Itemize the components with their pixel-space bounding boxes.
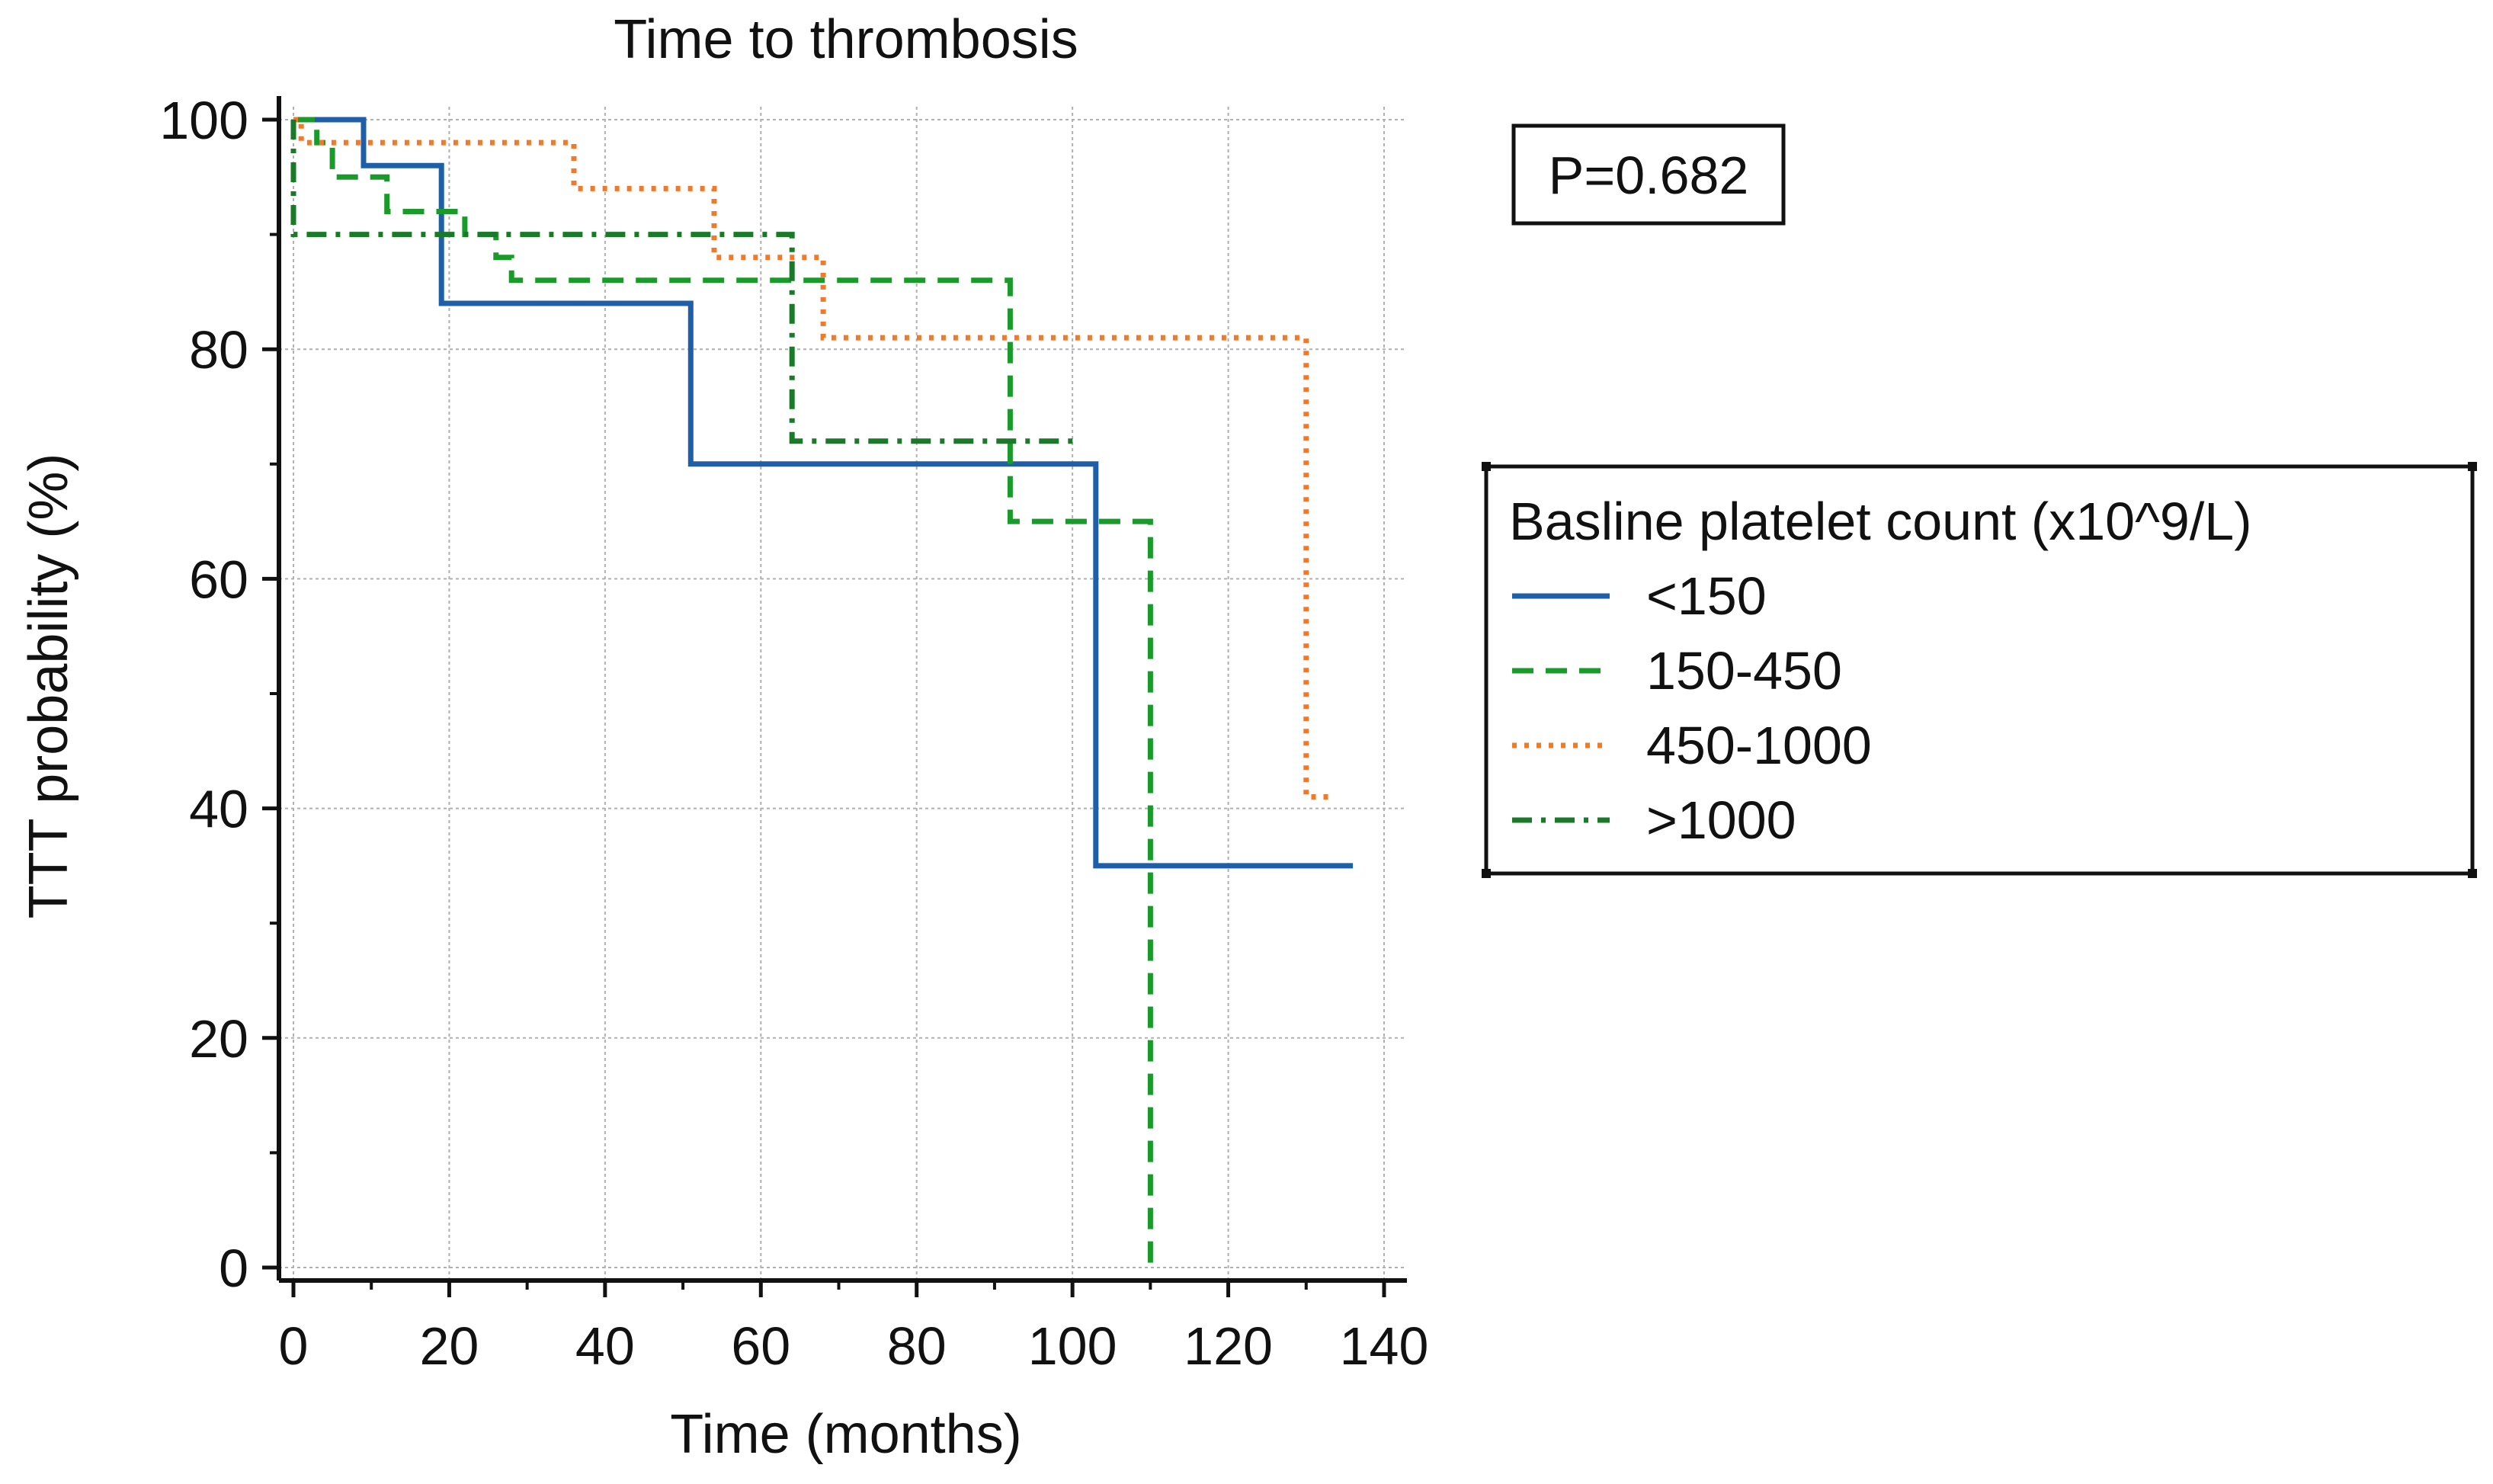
legend-corner-tl (1482, 462, 1491, 471)
p-value-box-frame (1511, 123, 1786, 226)
legend: Basline platelet count (x10^9/L) <150 150… (1482, 462, 2477, 878)
x-tick-label: 80 (887, 1316, 947, 1376)
chart-title: Time to thrombosis (614, 9, 1078, 70)
legend-frame (1484, 464, 2475, 876)
legend-corner-br (2468, 869, 2477, 878)
x-tick-label: 120 (1184, 1316, 1273, 1376)
legend-label: 450-1000 (1646, 716, 1872, 775)
legend-title: Basline platelet count (x10^9/L) (1509, 492, 2252, 551)
series-line-2 (293, 117, 1153, 1268)
series-layer (290, 117, 1354, 1268)
x-tick-label: 100 (1028, 1316, 1117, 1376)
legend-label: 150-450 (1646, 641, 1842, 700)
p-value-text: P=0.682 (1549, 146, 1749, 205)
y-tick-label: 100 (159, 91, 248, 150)
x-axis-label: Time (months) (670, 1404, 1021, 1465)
legend-corner-bl (1482, 869, 1491, 878)
p-value-box: P=0.682 (1511, 123, 1786, 226)
legend-corner-tr (2468, 462, 2477, 471)
legend-entries: <150 150-450 450-1000 >1000 (1512, 566, 1872, 850)
y-tick-label: 60 (189, 550, 248, 609)
legend-label: <150 (1646, 566, 1767, 626)
y-tick-label: 80 (189, 320, 248, 380)
x-tick-label: 0 (279, 1316, 309, 1376)
x-tick-label: 140 (1340, 1316, 1429, 1376)
y-tick-label: 40 (189, 780, 248, 839)
y-tick-label: 0 (219, 1239, 248, 1298)
series-line-4 (290, 120, 1081, 444)
tick-layer: 0 20 40 60 80 100 120 140 0 20 40 60 80 100 (159, 91, 1428, 1376)
series-line-1 (293, 117, 1354, 869)
x-tick-label: 60 (731, 1316, 790, 1376)
x-tick-label: 20 (419, 1316, 479, 1376)
y-tick-label: 20 (189, 1009, 248, 1069)
series-line-3 (293, 117, 1330, 800)
y-axis-label: TTT probability (%) (18, 454, 79, 919)
x-tick-label: 40 (575, 1316, 635, 1376)
legend-label: >1000 (1646, 790, 1796, 850)
